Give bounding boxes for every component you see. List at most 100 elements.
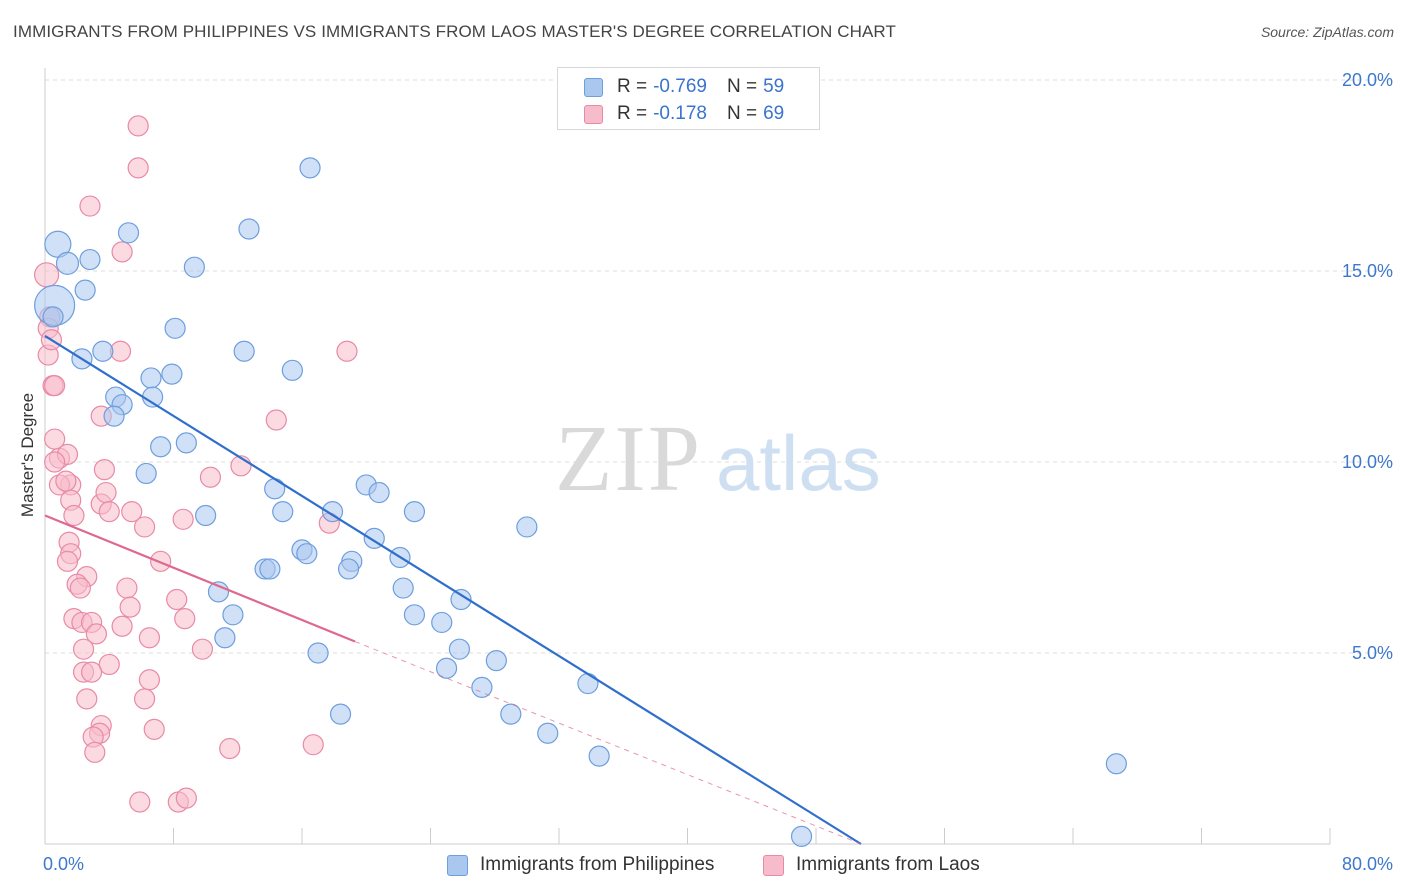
laos-point (95, 481, 117, 504)
philippines-point (259, 558, 281, 580)
laos-point (138, 627, 161, 649)
philippines-point (135, 462, 157, 485)
philippines-point (485, 650, 507, 672)
y-tick-label: 10.0% (1342, 452, 1393, 472)
y-tick-label: 20.0% (1342, 70, 1393, 90)
philippines-point (195, 504, 217, 527)
stats-legend-row-philippines: R = -0.769 N = 59 (584, 74, 784, 100)
n-label: N = (726, 103, 758, 124)
philippines-point (222, 604, 244, 626)
r-label: R = (617, 76, 648, 97)
laos-point (80, 661, 103, 683)
chart-title: IMMIGRANTS FROM PHILIPPINES VS IMMIGRANT… (13, 22, 896, 41)
n-value: 69 (763, 103, 785, 124)
laos-point (109, 340, 132, 362)
philippines-point (74, 279, 96, 301)
laos-point (129, 791, 151, 813)
laos-point (127, 115, 149, 137)
laos-point (56, 550, 79, 572)
laos-point (55, 470, 77, 492)
laos-point (34, 262, 60, 288)
philippines-point (500, 703, 522, 725)
x-tick-label: 80.0% (1342, 854, 1393, 874)
x-tick-label: 0.0% (43, 854, 84, 874)
legend-swatch-laos (763, 854, 784, 876)
n-label: N = (726, 76, 758, 97)
laos-point (111, 241, 133, 263)
philippines-point (431, 611, 453, 634)
n-value: 59 (763, 76, 785, 97)
stats-legend-row-laos: R = -0.178 N = 69 (584, 101, 784, 127)
philippines-point (537, 722, 559, 744)
laos-point (199, 466, 222, 488)
philippines-point (403, 604, 426, 626)
laos-point (63, 504, 85, 527)
laos-point (143, 718, 165, 741)
laos-point (79, 195, 101, 217)
philippines-point (233, 340, 255, 362)
philippines-point (264, 478, 286, 500)
laos-point (119, 596, 141, 618)
laos-point (133, 516, 156, 538)
philippines-point (790, 825, 813, 847)
philippines-point (272, 501, 294, 523)
trend-line-laos-extension (354, 641, 862, 845)
philippines-point (588, 745, 610, 767)
legend-swatch-philippines (584, 77, 603, 97)
philippines-point (337, 558, 360, 580)
laos-point (116, 577, 138, 599)
series-legend: Immigrants from Philippines Immigrants f… (0, 851, 1406, 879)
laos-point (172, 508, 194, 530)
laos-point (98, 501, 120, 523)
laos-point (265, 409, 287, 431)
laos-point (150, 550, 172, 572)
philippines-point (103, 405, 125, 427)
trend-line-philippines (44, 335, 862, 845)
legend-label-philippines: Immigrants from Philippines (480, 854, 715, 875)
r-label: R = (617, 103, 648, 124)
y-tick-labels: 5.0% 10.0% 15.0% 20.0% (1342, 70, 1393, 663)
philippines-point (183, 256, 205, 278)
legend-item-laos: Immigrants from Laos (763, 851, 980, 879)
philippines-point (435, 657, 458, 679)
philippines-point (368, 481, 390, 504)
y-axis-label: Master's Degree (18, 393, 37, 517)
laos-point (191, 638, 214, 660)
philippines-point (577, 672, 599, 695)
laos-point (44, 375, 66, 397)
philippines-point (55, 251, 80, 275)
laos-point (138, 669, 161, 691)
r-value: -0.769 (653, 76, 707, 97)
philippines-point (448, 638, 471, 660)
legend-swatch-laos (584, 104, 603, 124)
y-tick-label: 5.0% (1352, 643, 1393, 663)
philippines-point (92, 340, 114, 362)
philippines-point (450, 588, 472, 611)
philippines-point (307, 642, 329, 664)
laos-point (84, 741, 106, 763)
laos-point (111, 615, 133, 637)
philippines-point (238, 218, 260, 240)
philippines-point (471, 676, 493, 698)
philippines-point (175, 432, 197, 454)
laos-point (44, 451, 66, 473)
laos-point (127, 157, 149, 179)
watermark-atlas: atlas (716, 419, 881, 507)
trend-lines (44, 335, 862, 845)
laos-point (219, 737, 241, 760)
laos-point (72, 638, 95, 660)
laos-point (336, 340, 358, 362)
y-tick-label: 15.0% (1342, 261, 1393, 281)
laos-point (93, 459, 116, 481)
legend-label-laos: Immigrants from Laos (796, 854, 980, 875)
source-credit: Source: ZipAtlas.com (1260, 24, 1394, 40)
series-laos-points (34, 115, 358, 813)
laos-point (69, 577, 91, 599)
laos-point (166, 588, 188, 611)
stats-legend: R = -0.769 N = 59 R = -0.178 N = 69 (557, 67, 820, 130)
philippines-point (117, 222, 140, 244)
philippines-point (281, 359, 303, 381)
legend-swatch-philippines (447, 854, 468, 876)
series-philippines-points (34, 157, 1127, 847)
